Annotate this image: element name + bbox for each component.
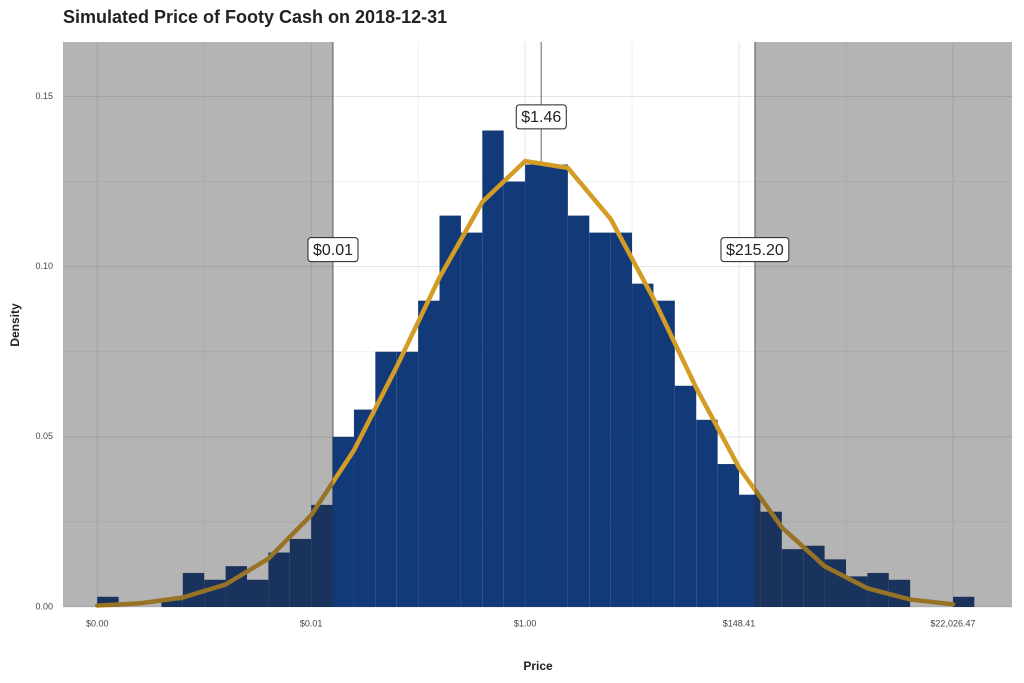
y-tick-label: 0.10	[35, 261, 53, 271]
bar	[525, 164, 547, 607]
y-tick-label: 0.05	[35, 431, 53, 441]
bar	[353, 409, 376, 607]
annotation-box	[720, 237, 790, 263]
bar	[289, 538, 312, 607]
bar	[97, 596, 119, 607]
y-tick-label: 0.00	[35, 601, 53, 611]
bar	[952, 596, 975, 607]
bar	[396, 351, 419, 607]
bar	[375, 351, 397, 607]
bar	[589, 232, 611, 607]
bar	[653, 300, 675, 607]
y-tick-label: 0.15	[35, 91, 53, 101]
annotation: $0.01	[307, 237, 359, 263]
bar	[717, 464, 740, 607]
annotation: $1.46	[515, 104, 567, 130]
bar	[567, 215, 590, 607]
bar	[311, 504, 333, 607]
x-axis-label: Price	[523, 659, 553, 673]
bar	[268, 552, 290, 607]
annotation-label: $1.46	[521, 109, 561, 126]
annotation-label: $0.01	[313, 242, 353, 259]
bar	[632, 283, 654, 607]
x-tick-label: $22,026.47	[930, 618, 975, 628]
bar	[546, 164, 568, 607]
y-axis-label: Density	[8, 303, 22, 347]
bar	[182, 572, 205, 607]
annotation: $215.20	[720, 237, 790, 263]
bar	[439, 215, 461, 607]
bar	[610, 232, 633, 607]
bar	[696, 419, 718, 607]
x-tick-label: $0.00	[86, 618, 109, 628]
x-tick-label: $0.01	[300, 618, 323, 628]
bar	[246, 579, 269, 607]
bar	[418, 300, 440, 607]
bar	[503, 181, 526, 607]
annotation-label: $215.20	[726, 242, 784, 259]
bar	[760, 511, 782, 607]
chart-title: Simulated Price of Footy Cash on 2018-12…	[63, 7, 447, 27]
bar	[482, 130, 504, 608]
annotation-box	[515, 104, 567, 130]
bar	[674, 385, 697, 607]
bar	[161, 600, 183, 607]
bar	[739, 494, 761, 607]
shaded-region	[63, 42, 333, 607]
density-curve	[94, 158, 956, 608]
bar	[460, 232, 483, 607]
bar	[781, 549, 804, 607]
bar	[332, 436, 354, 607]
x-tick-label: $1.00	[514, 618, 537, 628]
x-tick-label: $148.41	[723, 618, 756, 628]
annotation-box	[307, 237, 359, 263]
shaded-region	[754, 42, 1012, 607]
